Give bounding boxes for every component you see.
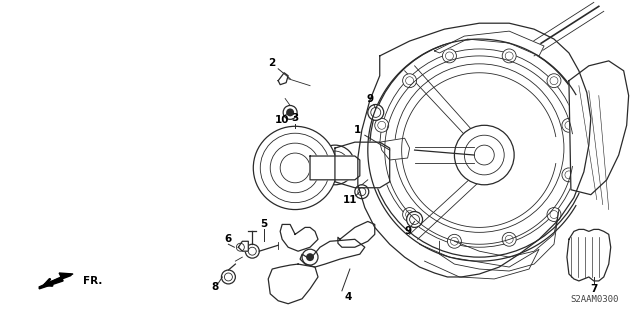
Circle shape bbox=[502, 232, 516, 246]
Polygon shape bbox=[278, 73, 288, 85]
Circle shape bbox=[442, 49, 456, 63]
Circle shape bbox=[315, 145, 355, 185]
Circle shape bbox=[447, 234, 461, 248]
Polygon shape bbox=[280, 225, 318, 251]
Circle shape bbox=[406, 211, 422, 227]
Circle shape bbox=[368, 105, 384, 120]
Polygon shape bbox=[335, 142, 390, 188]
Polygon shape bbox=[310, 156, 360, 180]
Text: 1: 1 bbox=[354, 125, 362, 135]
Circle shape bbox=[283, 106, 297, 119]
Polygon shape bbox=[567, 229, 611, 281]
Text: S2AAM0300: S2AAM0300 bbox=[570, 295, 619, 304]
Polygon shape bbox=[338, 221, 375, 247]
Circle shape bbox=[245, 244, 259, 258]
Circle shape bbox=[465, 135, 504, 175]
Polygon shape bbox=[358, 23, 591, 277]
Circle shape bbox=[454, 125, 514, 185]
Circle shape bbox=[306, 253, 314, 261]
Text: 8: 8 bbox=[212, 282, 219, 292]
Text: 4: 4 bbox=[344, 292, 351, 302]
Text: 3: 3 bbox=[291, 113, 299, 123]
Polygon shape bbox=[440, 210, 559, 271]
Text: 9: 9 bbox=[366, 93, 373, 104]
Circle shape bbox=[253, 126, 337, 210]
Circle shape bbox=[403, 74, 417, 88]
Text: 7: 7 bbox=[590, 284, 598, 294]
Polygon shape bbox=[238, 241, 248, 251]
Circle shape bbox=[547, 74, 561, 88]
Circle shape bbox=[547, 208, 561, 221]
Circle shape bbox=[403, 208, 417, 221]
Text: 6: 6 bbox=[225, 234, 232, 244]
Polygon shape bbox=[435, 31, 544, 56]
Circle shape bbox=[302, 249, 318, 265]
Circle shape bbox=[355, 185, 369, 199]
Circle shape bbox=[286, 108, 294, 116]
Polygon shape bbox=[39, 273, 73, 289]
Circle shape bbox=[562, 118, 576, 132]
Polygon shape bbox=[569, 61, 628, 195]
Polygon shape bbox=[380, 138, 410, 160]
Text: 11: 11 bbox=[342, 195, 357, 205]
Circle shape bbox=[221, 270, 236, 284]
Text: 9: 9 bbox=[404, 226, 411, 236]
Circle shape bbox=[474, 145, 494, 165]
Circle shape bbox=[502, 49, 516, 63]
Circle shape bbox=[370, 39, 589, 257]
Text: FR.: FR. bbox=[83, 276, 102, 286]
Text: 2: 2 bbox=[269, 58, 276, 68]
Polygon shape bbox=[268, 264, 318, 304]
Circle shape bbox=[375, 168, 388, 182]
Text: 10: 10 bbox=[275, 115, 289, 125]
Polygon shape bbox=[300, 239, 365, 267]
Text: 5: 5 bbox=[260, 219, 268, 229]
Circle shape bbox=[375, 118, 388, 132]
Polygon shape bbox=[420, 244, 539, 279]
Circle shape bbox=[562, 168, 576, 182]
